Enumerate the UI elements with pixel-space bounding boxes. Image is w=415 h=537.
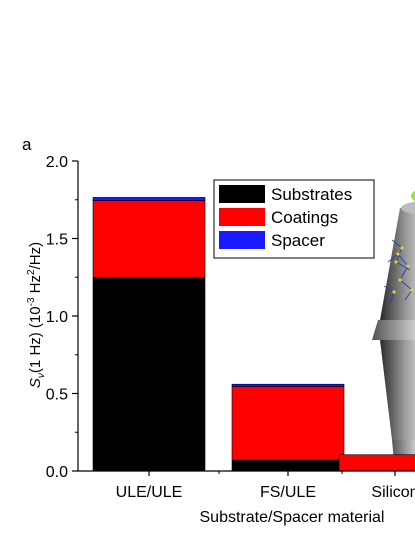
bar-substrates-1 bbox=[92, 276, 206, 471]
y-tick-label: 2.0 bbox=[46, 154, 68, 171]
x-tick-label: Silicon bbox=[371, 484, 415, 501]
bars-layer bbox=[92, 197, 415, 471]
y-axis-label: Sν(1 Hz) (10-3 Hz2/Hz) bbox=[26, 242, 47, 388]
y-tick-label: 1.0 bbox=[46, 309, 68, 326]
legend-label-substrates: Substrates bbox=[271, 185, 352, 204]
bar-coatings-2 bbox=[231, 386, 345, 461]
x-tick-label: FS/ULE bbox=[260, 484, 316, 501]
bar-substrates-2 bbox=[231, 459, 345, 471]
panel-label: a bbox=[22, 135, 32, 154]
legend-label-coatings: Coatings bbox=[271, 208, 338, 227]
y-tick-label: 0.5 bbox=[46, 387, 68, 404]
bar-spacer-2 bbox=[231, 383, 345, 387]
bar-spacer-1 bbox=[92, 197, 206, 201]
x-tick-label: ULE/ULE bbox=[116, 484, 183, 501]
legend-swatch-coatings bbox=[219, 208, 265, 226]
bar-coatings-1 bbox=[92, 200, 206, 278]
x-ticks: ULE/ULE FS/ULE Silicon bbox=[116, 471, 415, 501]
legend-swatch-substrates bbox=[219, 185, 265, 203]
bar-coatings-3 bbox=[338, 454, 415, 471]
legend-swatch-spacer bbox=[219, 231, 265, 249]
legend-label-spacer: Spacer bbox=[271, 231, 325, 250]
y-tick-label: 1.5 bbox=[46, 232, 68, 249]
y-tick-label: 0.0 bbox=[46, 464, 68, 481]
cavity-illustration bbox=[372, 190, 415, 471]
y-ticks: 0.0 0.5 1.0 1.5 2.0 bbox=[46, 154, 78, 481]
legend: Substrates Coatings Spacer bbox=[213, 179, 375, 259]
x-axis-label: Substrate/Spacer material bbox=[200, 509, 385, 526]
